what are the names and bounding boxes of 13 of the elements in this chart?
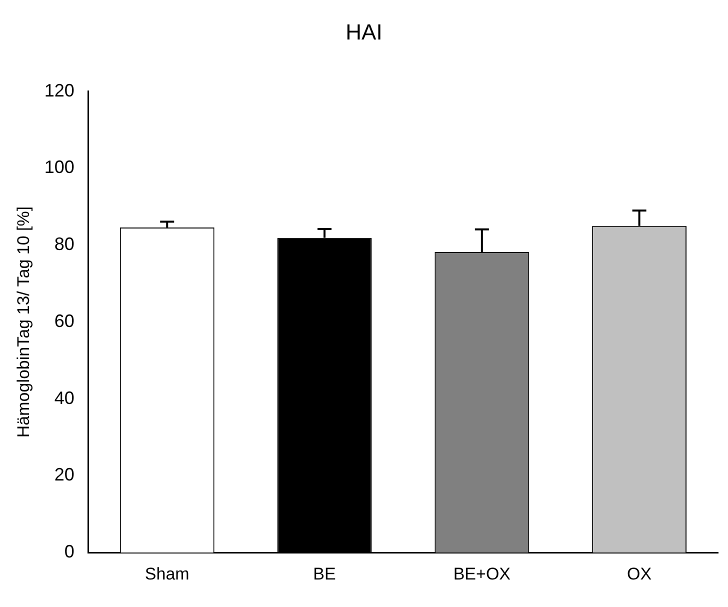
y-tick-label: 80 xyxy=(54,234,74,254)
chart-title: HAI xyxy=(346,19,382,44)
y-tick-label: 0 xyxy=(64,542,74,562)
x-tick-label: BE xyxy=(313,564,336,584)
x-tick-label: BE+OX xyxy=(453,564,510,584)
x-tick-label: OX xyxy=(627,564,652,584)
y-axis-title: HämoglobinTag 13/ Tag 10 [%] xyxy=(14,206,33,438)
y-tick-label: 20 xyxy=(54,464,74,485)
x-tick-label: Sham xyxy=(144,564,190,584)
y-tick-label: 100 xyxy=(44,157,74,178)
y-tick-label: 40 xyxy=(54,388,74,408)
y-tick-label: 120 xyxy=(44,80,74,100)
y-tick-label: 60 xyxy=(54,310,74,331)
